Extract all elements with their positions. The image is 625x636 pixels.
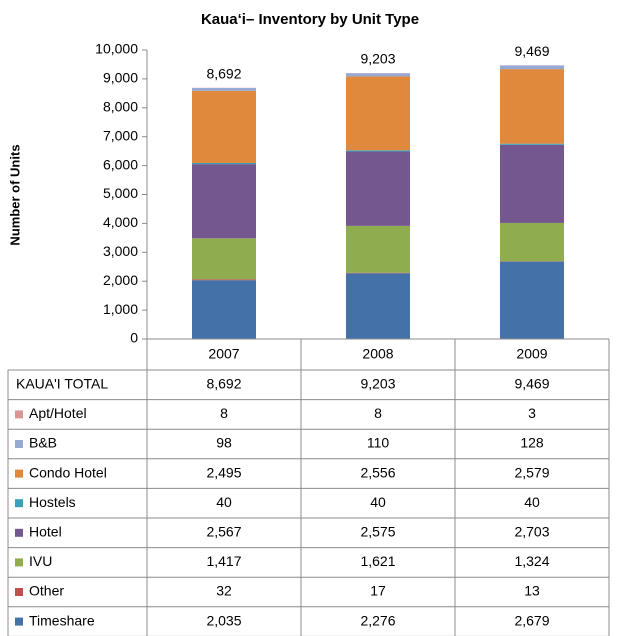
bar-segment [346,151,410,226]
x-tick-label: 2007 [208,346,239,362]
legend-swatch [15,617,23,626]
bar-segment [192,90,256,163]
table-cell: 2,556 [360,464,395,480]
table-cell: 1,621 [360,553,395,569]
y-tick-label: 2,000 [103,272,138,288]
table-cell: 2,035 [206,612,241,628]
legend-label: B&B [29,435,57,451]
table-cell: 98 [216,435,232,451]
bar-segment [192,162,256,165]
legend-label: Timeshare [29,612,95,628]
bar-segment [346,225,410,273]
table-cell: 40 [370,494,386,510]
x-tick-label: 2008 [362,346,393,362]
table-cell: 110 [367,435,390,451]
bar-segment [346,150,410,152]
y-axis-title: Number of Units [7,144,22,245]
table-cell: 2,276 [360,612,395,628]
bar-segment [500,69,564,144]
legend-swatch [15,588,23,596]
total-label: 8,692 [206,66,241,82]
bar-segment [500,261,564,339]
table-cell: 1,324 [514,553,549,569]
legend-label: Apt/Hotel [29,405,87,421]
legend-label: Condo Hotel [29,464,107,480]
legend-swatch [15,528,23,537]
y-tick-label: 5,000 [103,185,138,201]
table-cell: 8 [220,405,228,421]
bar-segment [500,65,564,70]
table-cell: 1,417 [206,553,241,569]
table-total: 9,469 [514,376,549,392]
bar-segment [346,73,410,77]
table-cell: 2,495 [206,464,241,480]
y-tick-label: 4,000 [103,214,138,230]
chart-title: Kaua‘i– Inventory by Unit Type [201,11,419,28]
y-tick-label: 0 [130,330,138,346]
bar-segment [192,279,256,281]
total-label: 9,469 [514,43,549,59]
table-cell: 2,567 [206,524,241,540]
legend-swatch [15,410,23,419]
y-tick-label: 8,000 [103,99,138,115]
y-tick-label: 7,000 [103,127,138,143]
bar-segment [346,273,410,339]
table-cell: 32 [216,583,232,599]
legend-swatch [15,499,23,508]
table-total-header: KAUA'I TOTAL [16,376,108,392]
table-cell: 2,579 [514,464,549,480]
table-cell: 8 [374,405,382,421]
y-tick-label: 10,000 [95,41,138,57]
y-tick-label: 9,000 [103,70,138,86]
legend-label: Other [29,583,64,599]
table-total: 8,692 [206,376,241,392]
y-tick-label: 6,000 [103,156,138,172]
total-label: 9,203 [360,51,395,67]
legend-label: Hostels [29,494,76,510]
table-cell: 128 [520,435,544,451]
bar-segment [192,164,256,239]
x-tick-label: 2009 [516,346,547,362]
legend-label: IVU [29,553,52,569]
table-cell: 3 [528,405,536,421]
table-cell: 40 [524,494,540,510]
bar-segment [500,222,564,262]
table-cell: 2,703 [514,524,549,540]
bar-segment [500,143,564,145]
y-tick-label: 3,000 [103,243,138,259]
legend-label: Hotel [29,524,62,540]
table-cell: 13 [524,583,540,599]
legend-swatch [15,469,23,478]
bar-segment [500,144,564,223]
bar-segment [192,280,256,339]
table-cell: 2,575 [360,524,395,540]
y-tick-label: 1,000 [103,301,138,317]
table-total: 9,203 [360,376,395,392]
table-cell: 40 [216,494,232,510]
bar-segment [346,76,410,151]
bar-segment [192,238,256,280]
legend-swatch [15,440,23,448]
bar-segment [192,88,256,91]
table-cell: 17 [370,583,386,599]
table-cell: 2,679 [514,612,549,628]
legend-swatch [15,558,23,567]
